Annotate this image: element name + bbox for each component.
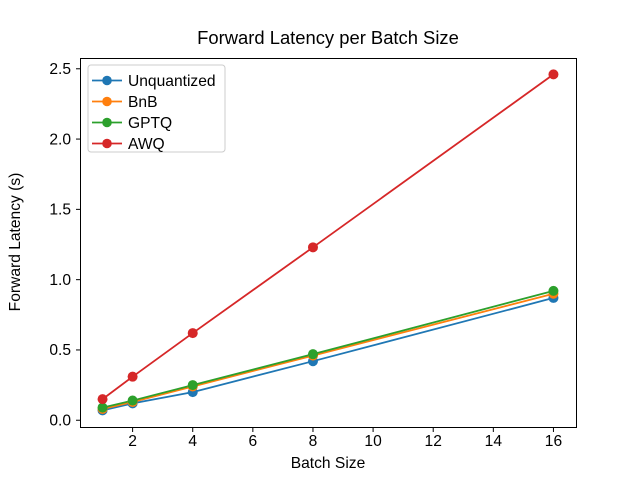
svg-text:6: 6 — [249, 433, 258, 450]
svg-text:1.0: 1.0 — [49, 272, 71, 289]
svg-text:2.0: 2.0 — [49, 131, 71, 148]
svg-text:Unquantized: Unquantized — [128, 73, 216, 90]
svg-text:4: 4 — [188, 433, 197, 450]
svg-text:8: 8 — [309, 433, 318, 450]
svg-text:1.5: 1.5 — [49, 202, 71, 219]
svg-text:16: 16 — [545, 433, 562, 450]
svg-text:Forward Latency (s): Forward Latency (s) — [7, 173, 24, 312]
svg-text:0.0: 0.0 — [49, 413, 71, 430]
svg-text:14: 14 — [485, 433, 503, 450]
svg-text:Batch Size: Batch Size — [291, 455, 366, 472]
svg-text:GPTQ: GPTQ — [128, 115, 172, 132]
svg-text:12: 12 — [425, 433, 442, 450]
svg-text:2.5: 2.5 — [49, 61, 71, 78]
svg-text:AWQ: AWQ — [128, 136, 165, 153]
svg-text:10: 10 — [364, 433, 382, 450]
svg-text:2: 2 — [128, 433, 137, 450]
svg-text:0.5: 0.5 — [49, 342, 71, 359]
svg-text:Forward Latency per Batch Size: Forward Latency per Batch Size — [197, 27, 459, 48]
svg-text:BnB: BnB — [128, 94, 157, 111]
